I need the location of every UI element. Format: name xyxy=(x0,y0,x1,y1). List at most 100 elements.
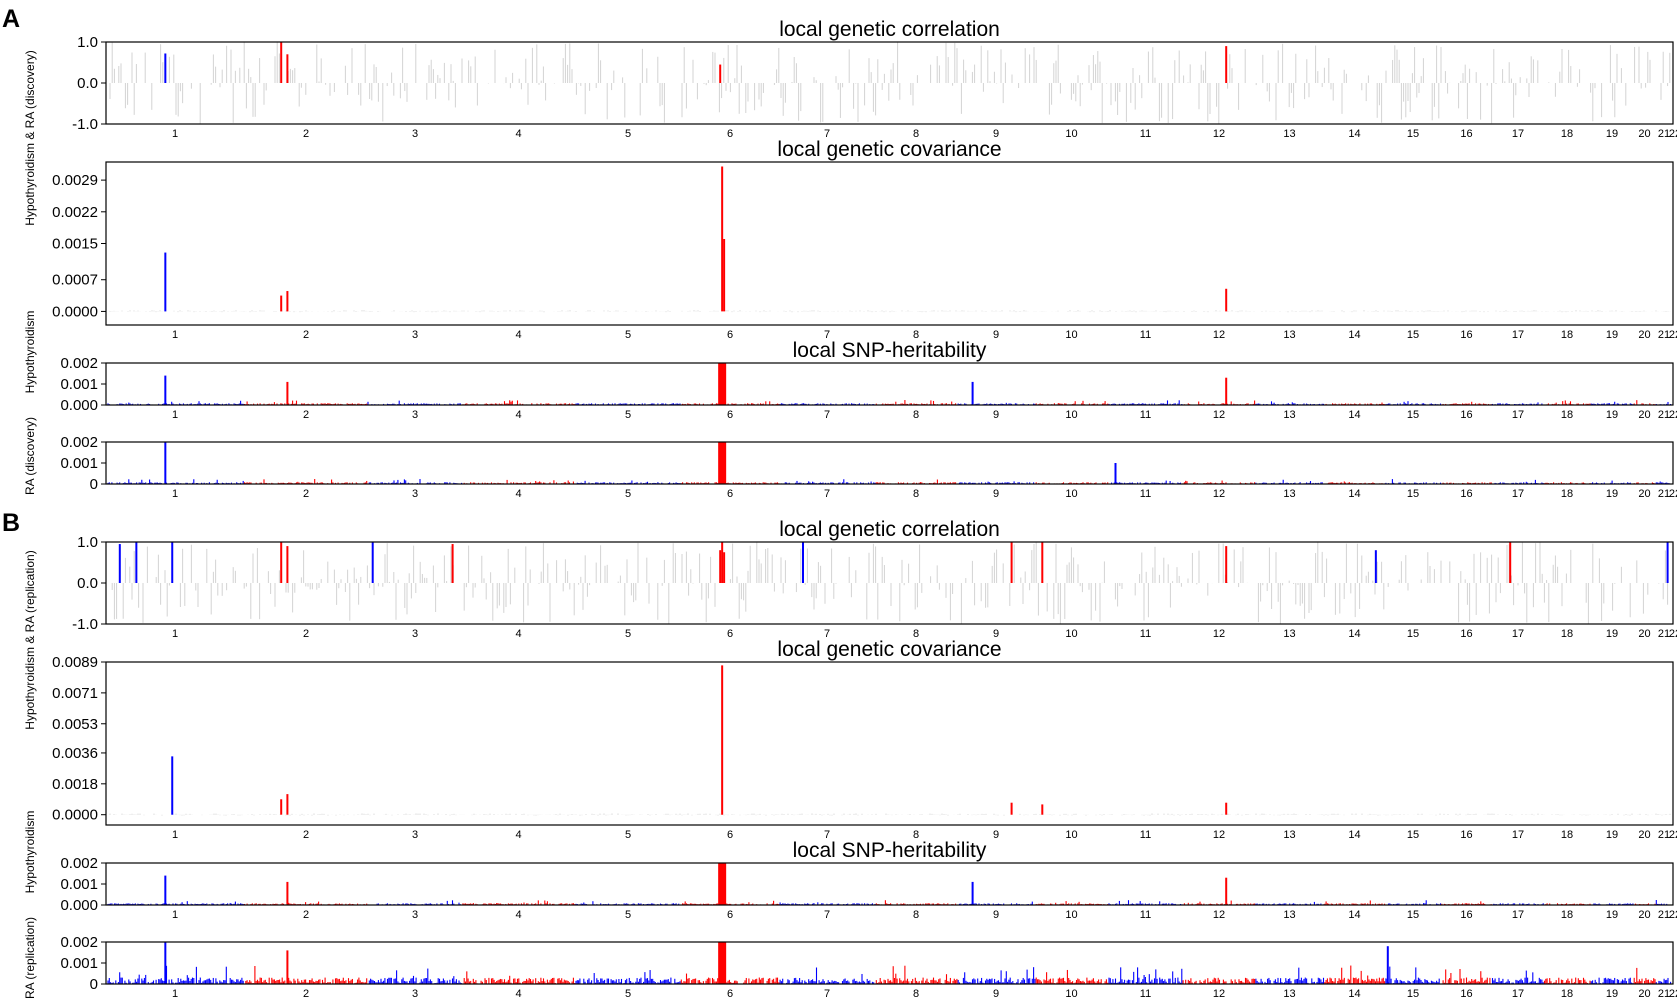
a-ra-heritability-ytick-label: 0.002 xyxy=(60,434,98,451)
a-hyp-heritability-xtick-label: 4 xyxy=(515,409,521,421)
a-ra-heritability-peak-chr1 xyxy=(164,442,167,484)
b-covariance-xtick-label: 6 xyxy=(727,829,733,841)
a-ra-heritability-frame xyxy=(105,441,1674,485)
b-covariance-xtick-label: 20 xyxy=(1638,829,1650,841)
b-ra-heritability-peak-chr1 xyxy=(164,942,167,984)
b-covariance-xtick-label: 8 xyxy=(913,829,919,841)
a-covariance-title: local genetic covariance xyxy=(777,138,1001,161)
b-covariance-xtick-label: 15 xyxy=(1407,829,1419,841)
a-correlation-xtick-label: 7 xyxy=(824,128,830,140)
a-covariance-xtick-label: 8 xyxy=(913,329,919,341)
a-covariance-xtick-label: 20 xyxy=(1638,329,1650,341)
b-correlation-xtick-label: 7 xyxy=(824,628,830,640)
a-hyp-heritability-peak-chr2 xyxy=(286,381,289,405)
a-ra-heritability-xtick-label: 6 xyxy=(727,488,733,500)
b-hyp-heritability-xtick-label: 8 xyxy=(913,909,919,921)
a-covariance-xtick-label: 19 xyxy=(1606,329,1618,341)
b-covariance-xtick-label: 21 xyxy=(1658,829,1670,841)
a-ra-heritability-xtick-label: 19 xyxy=(1606,488,1618,500)
b-covariance-xtick-label: 3 xyxy=(412,829,418,841)
b-ra-heritability-xtick-label: 3 xyxy=(412,988,418,1000)
panel-label-b: B xyxy=(2,509,20,537)
b-hyp-heritability-title: local SNP-heritability xyxy=(793,839,987,862)
b-correlation-xtick-label: 12 xyxy=(1213,628,1225,640)
b-correlation-xtick-label: 22 xyxy=(1669,628,1677,640)
a-correlation-xtick-label: 18 xyxy=(1561,128,1573,140)
a-correlation-xtick-label: 15 xyxy=(1407,128,1419,140)
a-hyp-heritability-xtick-label: 10 xyxy=(1065,409,1077,421)
a-ra-heritability-background-bars xyxy=(107,478,1672,484)
b-covariance-ytick-label: 0.0089 xyxy=(52,654,98,671)
b-covariance-xtick-label: 13 xyxy=(1283,829,1295,841)
a-covariance-xtick-label: 5 xyxy=(625,329,631,341)
a-ra-heritability-xtick-label: 8 xyxy=(913,488,919,500)
b-ra-heritability-xtick-label: 8 xyxy=(913,988,919,1000)
a-ra-heritability-xtick-label: 4 xyxy=(515,488,521,500)
b-ra-heritability-xtick-label: 18 xyxy=(1561,988,1573,1000)
b-hyp-heritability-xtick-label: 14 xyxy=(1348,909,1360,921)
a-ra-heritability-xtick-label: 16 xyxy=(1460,488,1472,500)
b-hyp-heritability-peak-chr2 xyxy=(286,881,289,905)
b-correlation-ytick-label: 1.0 xyxy=(77,534,98,551)
a-ra-heritability-xtick-label: 14 xyxy=(1348,488,1360,500)
side-label-b-hypothyroidism: Hypothyroidism xyxy=(23,811,37,894)
a-ra-heritability-xtick-label: 21 xyxy=(1658,488,1670,500)
a-hyp-heritability-xtick-label: 8 xyxy=(913,409,919,421)
a-correlation-ytick-label: 0.0 xyxy=(77,75,98,92)
b-ra-heritability-xtick-label: 9 xyxy=(993,988,999,1000)
b-ra-heritability-xtick-label: 14 xyxy=(1348,988,1360,1000)
b-hyp-heritability-xtick-label: 7 xyxy=(824,909,830,921)
a-covariance-xtick-label: 21 xyxy=(1658,329,1670,341)
b-correlation-xtick-label: 9 xyxy=(993,628,999,640)
a-ra-heritability-xtick-label: 11 xyxy=(1140,488,1151,500)
a-hyp-heritability-peak-chr12 xyxy=(1225,377,1228,405)
a-hyp-heritability-xtick-label: 17 xyxy=(1512,409,1524,421)
b-ra-heritability-peak-chr15 xyxy=(1386,946,1389,984)
b-correlation-xtick-label: 13 xyxy=(1283,628,1295,640)
b-hyp-heritability-xtick-label: 18 xyxy=(1561,909,1573,921)
a-covariance-ytick-label: 0.0022 xyxy=(52,204,98,221)
b-ra-heritability-xtick-label: 11 xyxy=(1140,988,1151,1000)
a-ra-heritability-xtick-label: 5 xyxy=(625,488,631,500)
a-covariance-xtick-label: 16 xyxy=(1460,329,1472,341)
b-ra-heritability-xtick-label: 1 xyxy=(172,988,178,1000)
b-correlation-xtick-label: 5 xyxy=(625,628,631,640)
b-covariance-ytick-label: 0.0018 xyxy=(52,776,98,793)
a-hyp-heritability-xtick-label: 18 xyxy=(1561,409,1573,421)
a-covariance-xtick-label: 4 xyxy=(515,329,521,341)
a-correlation-xtick-label: 10 xyxy=(1065,128,1077,140)
b-correlation-title: local genetic correlation xyxy=(779,518,1000,541)
a-correlation-xtick-label: 6 xyxy=(727,128,733,140)
a-hyp-heritability-title: local SNP-heritability xyxy=(793,339,987,362)
b-covariance-xtick-label: 18 xyxy=(1561,829,1573,841)
b-hyp-heritability-xtick-label: 13 xyxy=(1283,909,1295,921)
b-hyp-heritability-xtick-label: 16 xyxy=(1460,909,1472,921)
a-hyp-heritability-frame xyxy=(105,362,1674,406)
b-hyp-heritability-peak-chr9 xyxy=(971,881,974,905)
a-hyp-heritability-background-bars xyxy=(107,400,1672,405)
a-correlation-xtick-label: 4 xyxy=(515,128,521,140)
a-correlation-background-bars xyxy=(109,42,1671,124)
a-correlation-xtick-label: 9 xyxy=(993,128,999,140)
a-covariance-xtick-label: 1 xyxy=(172,329,178,341)
b-ra-heritability-xtick-label: 21 xyxy=(1658,988,1670,1000)
a-covariance-xtick-label: 18 xyxy=(1561,329,1573,341)
a-correlation-xtick-label: 5 xyxy=(625,128,631,140)
b-covariance-ytick-label: 0.0071 xyxy=(52,685,98,702)
a-ra-heritability-xtick-label: 18 xyxy=(1561,488,1573,500)
panel-label-a: A xyxy=(2,5,20,33)
a-covariance-ytick-label: 0.0000 xyxy=(52,303,98,320)
b-hyp-heritability-xtick-label: 12 xyxy=(1213,909,1225,921)
a-covariance-xtick-label: 22 xyxy=(1669,329,1677,341)
b-hyp-heritability-xtick-label: 5 xyxy=(625,909,631,921)
b-ra-heritability-peak-chr6 xyxy=(718,942,727,984)
a-covariance-xtick-label: 10 xyxy=(1065,329,1077,341)
a-correlation-xtick-label: 16 xyxy=(1460,128,1472,140)
a-hyp-heritability-xtick-label: 20 xyxy=(1638,409,1650,421)
b-hyp-heritability-peak-chr1 xyxy=(164,875,167,905)
b-ra-heritability-xtick-label: 7 xyxy=(824,988,830,1000)
b-ra-heritability-ytick-label: 0 xyxy=(90,976,98,993)
